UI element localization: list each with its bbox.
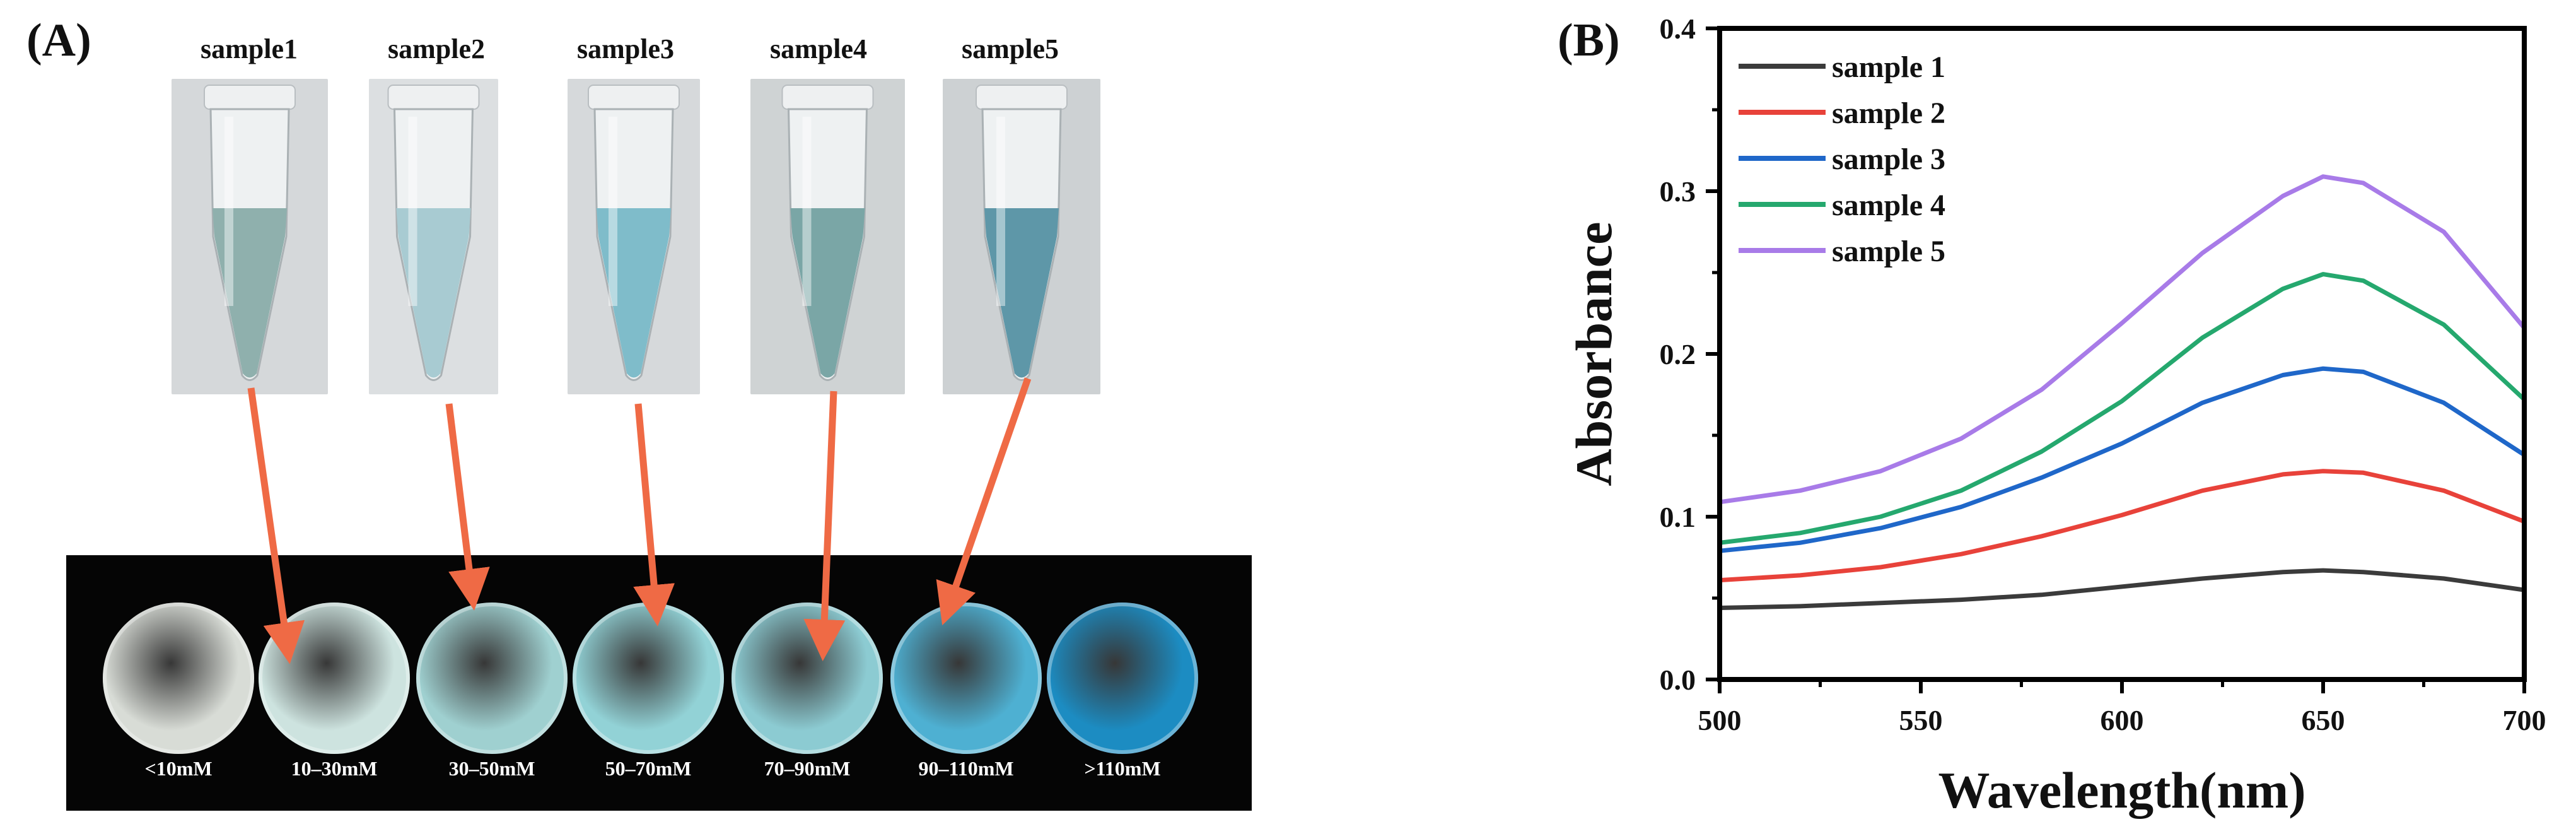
tube-label-3: sample3 bbox=[577, 33, 674, 64]
tube-highlight bbox=[408, 117, 417, 306]
legend-label-5: sample 5 bbox=[1832, 235, 1945, 268]
y-tick-label-2: 0.2 bbox=[1660, 338, 1696, 370]
legend-label-3: sample 3 bbox=[1832, 143, 1945, 176]
series-line-2 bbox=[1719, 469, 2526, 583]
panel-b-label: (B) bbox=[1558, 15, 1620, 66]
y-tick-label-4: 0.4 bbox=[1660, 13, 1696, 45]
tube-label-2: sample2 bbox=[388, 33, 485, 64]
x-axis-label: Wavelength(nm) bbox=[1938, 761, 2305, 819]
well-label-4: 50–70mM bbox=[605, 757, 692, 780]
legend-label-4: sample 4 bbox=[1832, 189, 1945, 222]
well-label-7: >110mM bbox=[1084, 757, 1161, 780]
x-tick-label-600: 600 bbox=[2101, 704, 2144, 736]
well-label-5: 70–90mM bbox=[764, 757, 851, 780]
tube-photo-1 bbox=[172, 79, 328, 394]
tube-photo-4 bbox=[750, 79, 905, 394]
y-tick-label-3: 0.3 bbox=[1660, 175, 1696, 208]
x-tick-label-550: 550 bbox=[1899, 704, 1943, 736]
panel-a-label: (A) bbox=[26, 15, 91, 66]
well-label-3: 30–50mM bbox=[448, 757, 535, 780]
well-7 bbox=[1047, 603, 1198, 754]
tube-label-1: sample1 bbox=[201, 33, 298, 64]
x-tick-label-500: 500 bbox=[1698, 704, 1742, 736]
series-line-3 bbox=[1719, 366, 2526, 553]
y-axis-label: Absorbance bbox=[1565, 221, 1623, 486]
tube-photo-2 bbox=[369, 79, 498, 394]
tube-photo-3 bbox=[568, 79, 700, 394]
tube-liquid bbox=[213, 208, 287, 378]
tube-liquid bbox=[396, 208, 471, 378]
well-1 bbox=[103, 603, 254, 754]
x-tick-label-650: 650 bbox=[2302, 704, 2345, 736]
y-tick-label-1: 0.1 bbox=[1660, 501, 1696, 533]
series-line-4 bbox=[1719, 272, 2526, 545]
tube-liquid bbox=[984, 208, 1059, 378]
y-tick-label-0: 0.0 bbox=[1660, 664, 1696, 696]
tube-label-4: sample4 bbox=[770, 33, 867, 64]
well-label-6: 90–110mM bbox=[918, 757, 1014, 780]
well-3 bbox=[416, 603, 568, 754]
well-4 bbox=[573, 603, 724, 754]
legend-label-2: sample 2 bbox=[1832, 97, 1945, 130]
legend-label-1: sample 1 bbox=[1832, 50, 1945, 84]
tube-liquid bbox=[597, 208, 671, 378]
series-line-5 bbox=[1719, 174, 2526, 505]
x-tick-label-700: 700 bbox=[2503, 704, 2546, 736]
tube-highlight bbox=[609, 117, 617, 306]
tube-highlight bbox=[802, 117, 812, 306]
well-6 bbox=[890, 603, 1042, 754]
tube-highlight bbox=[996, 117, 1005, 306]
tube-photo-5 bbox=[943, 79, 1100, 394]
tube-highlight bbox=[224, 117, 233, 306]
tube-liquid bbox=[790, 208, 865, 378]
series-line-1 bbox=[1719, 568, 2525, 610]
tube-label-5: sample5 bbox=[962, 33, 1059, 64]
well-label-2: 10–30mM bbox=[291, 757, 378, 780]
well-label-1: <10mM bbox=[144, 757, 213, 780]
